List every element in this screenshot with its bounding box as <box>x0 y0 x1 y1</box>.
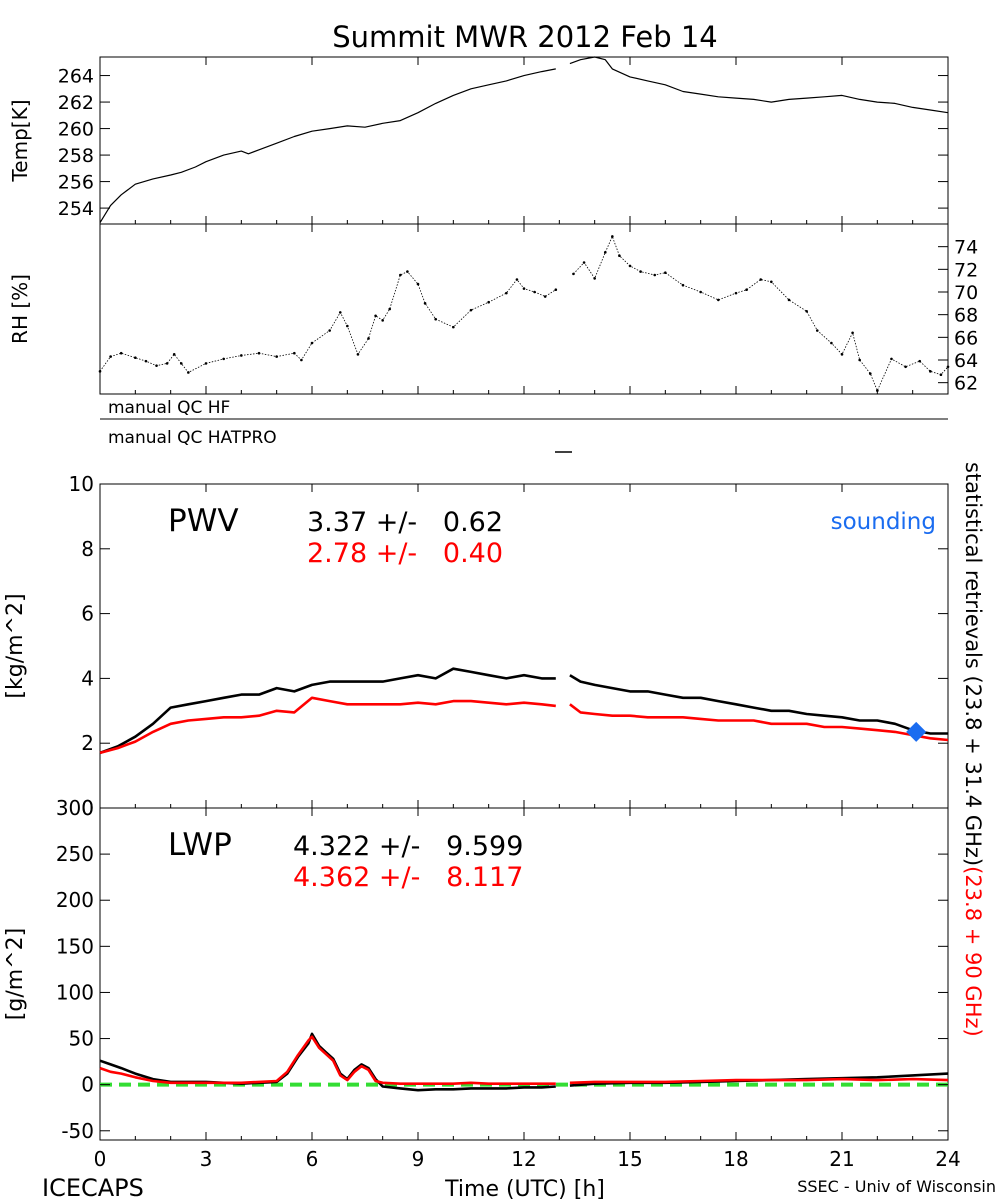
lwp-panel-label: LWP <box>168 827 232 863</box>
footer-left: ICECAPS <box>42 1174 144 1200</box>
lwp-ytick-label: -50 <box>61 1119 94 1143</box>
temp-panel-frame <box>99 56 949 225</box>
temp-panel: 254 256 258 260 262 264 Temp[K] <box>8 56 949 224</box>
pwv-ytick-label: 6 <box>81 602 94 626</box>
sounding-label: sounding <box>831 509 936 535</box>
temp-ytick-label: 262 <box>58 92 94 114</box>
pwv-panel: 0 2 4 6 8 10 [kg/m^2] PWV 3.37 +/- 0.622.78 +/- … <box>3 472 949 820</box>
rh-point <box>946 365 950 369</box>
rh-point <box>423 302 427 305</box>
rh-ytick-label: 70 <box>954 282 978 304</box>
temp-ytick-label: 254 <box>58 198 94 220</box>
rh-series-0 <box>98 235 950 392</box>
pwv-ytick-label: 0 <box>81 796 94 820</box>
footer-right: SSEC - Univ of Wisconsin <box>797 1177 996 1196</box>
lwp-ytick-label: 300 <box>56 796 94 820</box>
temp-ytick-label: 260 <box>58 119 94 141</box>
pwv-stats-0: 3.37 +/- 0.62 <box>307 507 503 538</box>
lwp-ytick-label: 250 <box>56 842 94 866</box>
lwp-xtick-label: 21 <box>829 1147 854 1171</box>
temp-ytick-label: 256 <box>58 172 94 194</box>
lwp-xtick-label: 12 <box>511 1147 536 1171</box>
lwp-ytick-label: 100 <box>56 980 94 1004</box>
lwp-ytick-label: 50 <box>69 1027 94 1051</box>
rh-ytick-label: 64 <box>954 350 978 372</box>
pwv-ylabel: [kg/m^2] <box>3 593 28 698</box>
qc-label-hatpro: manual QC HATPRO <box>108 428 277 448</box>
temp-ytick-label: 264 <box>58 66 94 88</box>
lwp-xtick-label: 9 <box>412 1147 425 1171</box>
lwp-xtick-label: 6 <box>306 1147 319 1171</box>
lwp-ytick-label: 200 <box>56 888 94 912</box>
side-label-red: (23.8 + 90 GHz) <box>961 866 985 1037</box>
temp-ytick-label: 258 <box>58 145 94 167</box>
lwp-ytick-label: 0 <box>81 1073 94 1097</box>
lwp-stats-1: 4.362 +/- 8.117 <box>293 862 523 893</box>
pwv-ytick-label: 2 <box>81 731 94 755</box>
qc-label-hf: manual QC HF <box>108 398 230 418</box>
side-label-black: statistical retrievals (23.8 + 31.4 GHz) <box>961 462 985 866</box>
rh-point <box>851 331 854 335</box>
pwv-series-0 <box>99 667 948 755</box>
lwp-ytick-label: 150 <box>56 934 94 958</box>
lwp-series-1 <box>99 1035 949 1085</box>
rh-ytick-label: 66 <box>954 327 978 349</box>
rh-point <box>119 351 123 355</box>
rh-ytick-label: 72 <box>954 259 978 281</box>
lwp-xtick-label: 3 <box>200 1147 213 1171</box>
rh-point <box>388 307 392 311</box>
pwv-stats-1: 2.78 +/- 0.40 <box>307 538 503 569</box>
pwv-ytick-label: 10 <box>69 472 94 496</box>
lwp-xtick-label: 24 <box>935 1147 960 1171</box>
lwp-xtick-label: 0 <box>94 1147 107 1171</box>
pwv-series-1 <box>99 696 949 755</box>
lwp-ylabel: [g/m^2] <box>3 928 28 1020</box>
temp-series-0 <box>99 56 949 224</box>
rh-ytick-label: 68 <box>954 305 978 327</box>
rh-ytick-label: 62 <box>954 373 978 395</box>
pwv-ytick-label: 4 <box>81 666 94 690</box>
rh-panel-frame <box>99 223 949 395</box>
pwv-ytick-label: 8 <box>81 537 94 561</box>
temp-ylabel: Temp[K] <box>8 99 32 182</box>
rh-point <box>374 314 377 318</box>
side-label: statistical retrievals (23.8 + 31.4 GHz)… <box>961 462 985 1037</box>
figure-title: Summit MWR 2012 Feb 14 <box>332 20 717 54</box>
sounding-marker <box>906 721 927 742</box>
lwp-xtick-label: 18 <box>723 1147 748 1171</box>
pwv-panel-label: PWV <box>168 503 239 539</box>
footer-center: Time (UTC) [h] <box>444 1177 605 1200</box>
rh-ylabel: RH [%] <box>8 274 32 344</box>
rh-series-trace-0 <box>99 235 949 392</box>
lwp-stats-0: 4.322 +/- 9.599 <box>293 831 523 862</box>
rh-ytick-label: 74 <box>954 237 978 259</box>
lwp-xtick-label: 15 <box>617 1147 642 1171</box>
